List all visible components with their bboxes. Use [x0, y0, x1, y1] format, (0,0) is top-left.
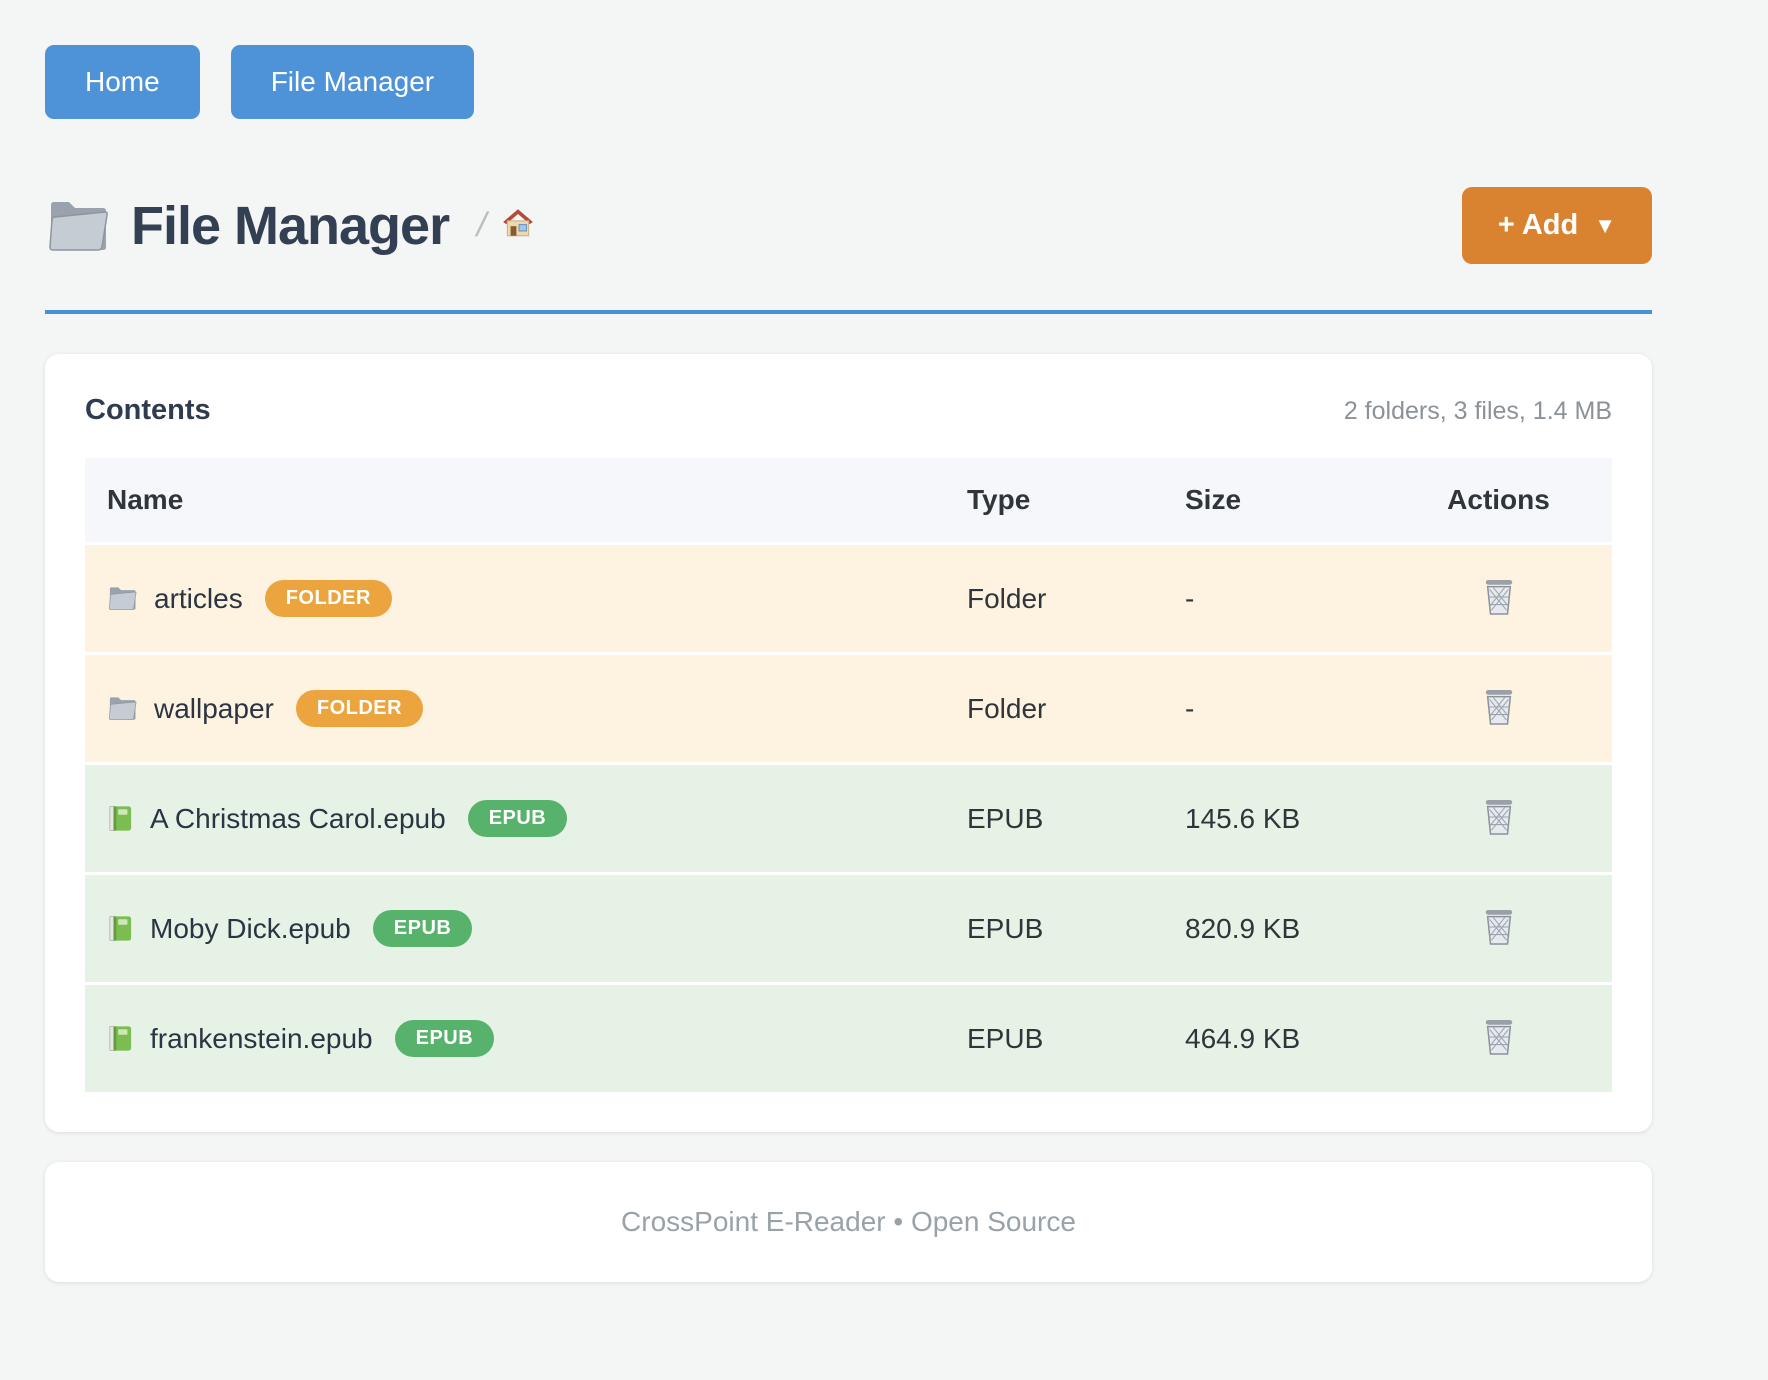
page: Home File Manager File Manager / [45, 0, 1652, 1282]
column-header-size: Size [1185, 484, 1242, 515]
folder-icon [45, 197, 109, 255]
folder-badge: FOLDER [264, 580, 392, 617]
top-nav: Home File Manager [45, 0, 1652, 119]
file-size: 145.6 KB [1185, 802, 1301, 834]
folder-icon [107, 695, 137, 722]
file-name[interactable]: articles [154, 582, 243, 614]
contents-card: Contents 2 folders, 3 files, 1.4 MB Name… [45, 354, 1652, 1132]
table-row[interactable]: frankenstein.epub EPUB EPUB 464.9 KB [85, 982, 1612, 1092]
green-book-icon [107, 914, 133, 943]
green-book-icon [107, 1024, 133, 1053]
file-size: - [1185, 692, 1195, 724]
file-name[interactable]: frankenstein.epub [150, 1022, 373, 1054]
add-button-label: + Add [1497, 209, 1579, 241]
table-header: Name Type Size Actions [85, 458, 1612, 542]
table-row[interactable]: articles FOLDER Folder - [85, 542, 1612, 652]
delete-button[interactable] [1476, 684, 1522, 730]
column-header-name: Name [107, 484, 184, 515]
file-name[interactable]: wallpaper [154, 692, 274, 724]
file-type: EPUB [967, 802, 1044, 834]
footer-text: CrossPoint E-Reader • Open Source [621, 1206, 1076, 1237]
file-name[interactable]: A Christmas Carol.epub [150, 802, 446, 834]
epub-badge: EPUB [467, 800, 568, 837]
folder-badge: FOLDER [295, 690, 424, 727]
folder-icon [107, 585, 137, 612]
delete-button[interactable] [1476, 794, 1522, 840]
home-icon[interactable] [501, 206, 535, 245]
file-manager-button[interactable]: File Manager [230, 45, 475, 119]
file-type: Folder [967, 582, 1047, 614]
column-header-actions: Actions [1447, 484, 1550, 515]
caret-down-icon: ▼ [1594, 212, 1616, 238]
table-row[interactable]: Moby Dick.epub EPUB EPUB 820.9 KB [85, 872, 1612, 982]
file-table: Name Type Size Actions articles FOLDER [85, 458, 1612, 1092]
file-type: EPUB [967, 1022, 1044, 1054]
delete-button[interactable] [1476, 1014, 1522, 1060]
file-size: 820.9 KB [1185, 912, 1301, 944]
page-title: File Manager [131, 195, 450, 256]
file-size: - [1185, 582, 1195, 614]
file-type: Folder [967, 692, 1047, 724]
add-button[interactable]: + Add ▼ [1461, 187, 1652, 264]
table-row[interactable]: wallpaper FOLDER Folder - [85, 652, 1612, 762]
delete-button[interactable] [1476, 574, 1522, 620]
file-name[interactable]: Moby Dick.epub [150, 912, 351, 944]
page-header: File Manager / + Add ▼ [45, 187, 1652, 264]
file-size: 464.9 KB [1185, 1022, 1301, 1054]
epub-badge: EPUB [394, 1020, 495, 1057]
green-book-icon [107, 804, 133, 833]
title-divider [45, 310, 1652, 314]
contents-heading: Contents [85, 394, 211, 426]
contents-summary: 2 folders, 3 files, 1.4 MB [1343, 397, 1612, 425]
breadcrumb: / [473, 206, 535, 245]
breadcrumb-separator: / [473, 206, 491, 244]
file-type: EPUB [967, 912, 1044, 944]
column-header-type: Type [967, 484, 1031, 515]
table-row[interactable]: A Christmas Carol.epub EPUB EPUB 145.6 K… [85, 762, 1612, 872]
footer: CrossPoint E-Reader • Open Source [45, 1162, 1652, 1282]
epub-badge: EPUB [372, 910, 473, 947]
home-button[interactable]: Home [45, 45, 200, 119]
delete-button[interactable] [1476, 904, 1522, 950]
